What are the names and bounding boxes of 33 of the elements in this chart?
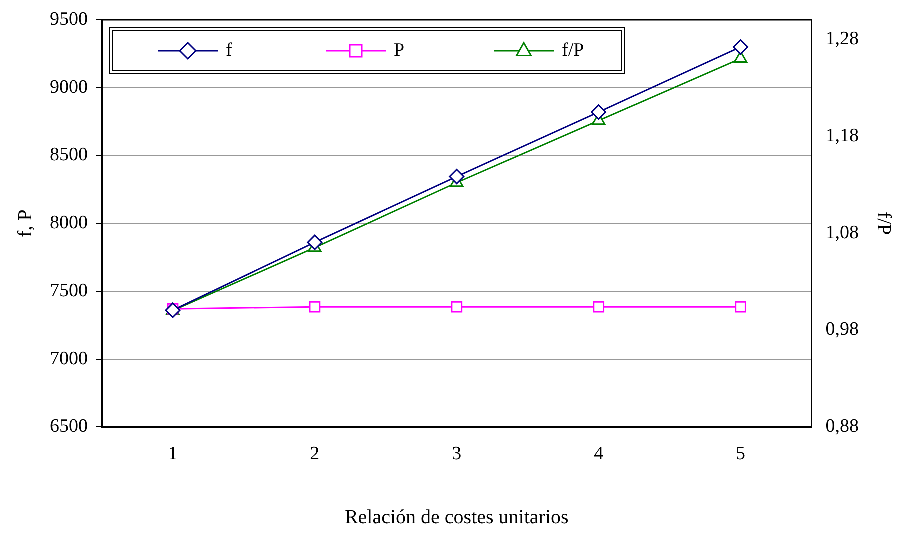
- point: [451, 301, 463, 313]
- y-tick-label: 8000: [50, 212, 88, 234]
- x-tick-label: 4: [594, 444, 604, 465]
- y-tick-label: 9000: [50, 76, 88, 98]
- x-tick-label: 2: [310, 444, 320, 465]
- y2-tick-label: 1,28: [826, 28, 859, 50]
- point: [593, 301, 605, 313]
- x-tick-label: 1: [168, 444, 178, 465]
- point: [309, 301, 321, 313]
- point: [591, 104, 607, 120]
- legend-label: f/P: [562, 40, 584, 61]
- point: [449, 169, 465, 185]
- y2-tick-label: 1,08: [826, 222, 859, 244]
- y-tick-label: 6500: [50, 416, 88, 438]
- x-tick-label: 5: [736, 444, 746, 465]
- point: [733, 39, 749, 55]
- y2-tick-label: 0,88: [826, 416, 859, 438]
- point: [735, 301, 746, 313]
- y-tick-label: 7500: [50, 280, 88, 302]
- y-tick-label: 7000: [50, 348, 88, 370]
- y2-tick-label: 0,98: [826, 319, 859, 340]
- legend-label: P: [394, 40, 405, 61]
- y-axis-title: f, P: [14, 210, 36, 238]
- x-tick-label: 3: [452, 444, 462, 465]
- y2-axis-title: f/P: [872, 212, 895, 236]
- point: [307, 234, 323, 250]
- y2-tick-label: 1,18: [826, 125, 859, 146]
- y-tick-label: 8500: [50, 144, 88, 166]
- legend-label: f: [226, 40, 233, 61]
- x-axis-title: Relación de costes unitarios: [344, 506, 570, 528]
- point: [734, 51, 748, 64]
- y-tick-label: 9500: [50, 8, 88, 30]
- point: [165, 302, 181, 318]
